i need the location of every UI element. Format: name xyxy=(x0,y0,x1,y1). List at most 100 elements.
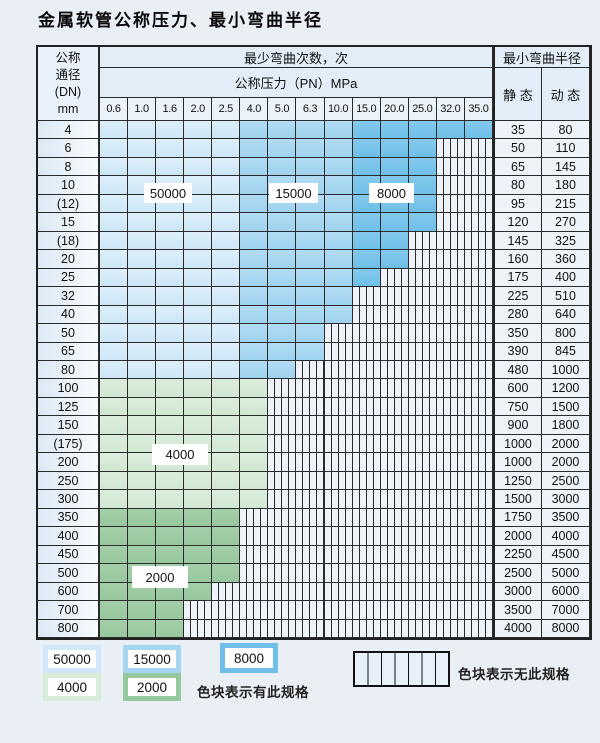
spec-available-cell xyxy=(240,287,269,306)
spec-unavailable-cell xyxy=(380,305,409,325)
static-radius-cell: 35 xyxy=(492,121,542,140)
spec-available-cell xyxy=(184,490,213,509)
spec-available-cell xyxy=(156,416,185,435)
spec-unavailable-cell xyxy=(464,619,493,638)
spec-unavailable-cell xyxy=(352,582,381,602)
legend-unavailable-note: 色块表示无此规格 xyxy=(458,667,570,682)
spec-unavailable-cell xyxy=(324,508,353,528)
static-radius-cell: 1000 xyxy=(492,453,542,472)
spec-unavailable-cell xyxy=(436,453,465,472)
spec-available-cell xyxy=(128,139,157,158)
spec-unavailable-cell xyxy=(436,231,465,251)
static-radius-cell: 750 xyxy=(492,397,542,417)
spec-unavailable-cell xyxy=(408,361,437,380)
spec-available-cell xyxy=(128,379,157,398)
spec-unavailable-cell xyxy=(464,361,493,380)
spec-available-cell xyxy=(184,416,213,435)
spec-available-cell xyxy=(100,564,129,583)
spec-unavailable-cell xyxy=(352,361,381,380)
spec-unavailable-cell xyxy=(408,324,437,343)
spec-available-cell xyxy=(100,213,129,232)
spec-available-cell xyxy=(408,121,437,140)
spec-unavailable-cell xyxy=(436,601,465,620)
spec-available-cell xyxy=(240,416,269,435)
dn-cell: 80 xyxy=(38,361,100,380)
dynamic-radius-cell: 80 xyxy=(541,121,590,140)
spec-available-cell xyxy=(100,508,129,528)
spec-available-cell xyxy=(128,508,157,528)
spec-available-cell xyxy=(128,305,157,325)
dynamic-radius-cell: 800 xyxy=(541,324,590,343)
spec-unavailable-cell xyxy=(240,527,269,546)
spec-available-cell xyxy=(408,213,437,232)
spec-available-cell xyxy=(184,379,213,398)
spec-unavailable-cell xyxy=(296,601,325,620)
pressure-column-header: 2.0 xyxy=(184,98,213,121)
dynamic-radius-cell: 6000 xyxy=(541,582,590,602)
spec-available-cell xyxy=(156,213,185,232)
pressure-column-header: 2.5 xyxy=(212,98,241,121)
spec-unavailable-cell xyxy=(240,601,269,620)
spec-available-cell xyxy=(100,601,129,620)
spec-available-cell xyxy=(212,416,241,435)
spec-available-cell xyxy=(240,490,269,509)
spec-unavailable-cell xyxy=(464,545,493,565)
legend-swatch-50000: 50000 xyxy=(43,645,101,673)
spec-available-cell xyxy=(212,324,241,343)
spec-available-cell xyxy=(268,287,297,306)
spec-available-cell xyxy=(212,194,241,214)
spec-available-cell xyxy=(240,268,269,288)
bend-cycles-header: 最少弯曲次数，次 xyxy=(100,47,493,68)
spec-available-cell xyxy=(240,176,269,195)
spec-unavailable-cell xyxy=(352,527,381,546)
legend-available-note: 色块表示有此规格 xyxy=(197,685,309,700)
spec-unavailable-cell xyxy=(380,379,409,398)
spec-available-cell xyxy=(128,324,157,343)
spec-available-cell xyxy=(324,305,353,325)
spec-unavailable-cell xyxy=(436,157,465,177)
pressure-column-header: 6.3 xyxy=(296,98,325,121)
spec-available-cell xyxy=(268,324,297,343)
spec-available-cell xyxy=(128,471,157,491)
spec-unavailable-cell xyxy=(268,564,297,583)
dn-cell: 40 xyxy=(38,305,100,325)
spec-available-cell xyxy=(128,231,157,251)
pressure-bend-table: 50000 15000 8000 4000 2000 公称 通径 (DN) mm 最少弯… xyxy=(36,45,592,640)
static-radius-cell: 1500 xyxy=(492,490,542,509)
spec-available-cell xyxy=(240,121,269,140)
spec-unavailable-cell xyxy=(240,508,269,528)
dn-cell: 500 xyxy=(38,564,100,583)
spec-available-cell xyxy=(408,176,437,195)
zone-label-15000: 15000 xyxy=(269,183,318,203)
spec-available-cell xyxy=(156,527,185,546)
spec-unavailable-cell xyxy=(212,601,241,620)
dn-header-line: (DN) xyxy=(54,84,82,99)
spec-unavailable-cell xyxy=(408,453,437,472)
spec-unavailable-cell xyxy=(296,434,325,454)
spec-unavailable-cell xyxy=(380,545,409,565)
spec-unavailable-cell xyxy=(352,342,381,362)
spec-unavailable-cell xyxy=(240,582,269,602)
spec-available-cell xyxy=(324,139,353,158)
spec-unavailable-cell xyxy=(436,564,465,583)
spec-unavailable-cell xyxy=(184,601,213,620)
spec-unavailable-cell xyxy=(324,582,353,602)
spec-available-cell xyxy=(100,545,129,565)
spec-unavailable-cell xyxy=(352,545,381,565)
spec-available-cell xyxy=(436,121,465,140)
spec-unavailable-cell xyxy=(408,582,437,602)
spec-available-cell xyxy=(128,157,157,177)
spec-unavailable-cell xyxy=(324,453,353,472)
spec-available-cell xyxy=(100,619,129,638)
static-radius-cell: 350 xyxy=(492,324,542,343)
spec-unavailable-cell xyxy=(464,379,493,398)
spec-unavailable-cell xyxy=(268,490,297,509)
spec-unavailable-cell xyxy=(296,397,325,417)
spec-unavailable-cell xyxy=(380,490,409,509)
spec-unavailable-cell xyxy=(296,508,325,528)
dynamic-radius-cell: 360 xyxy=(541,250,590,269)
spec-unavailable-cell xyxy=(352,287,381,306)
spec-available-cell xyxy=(184,213,213,232)
spec-unavailable-cell xyxy=(408,268,437,288)
spec-available-cell xyxy=(324,250,353,269)
